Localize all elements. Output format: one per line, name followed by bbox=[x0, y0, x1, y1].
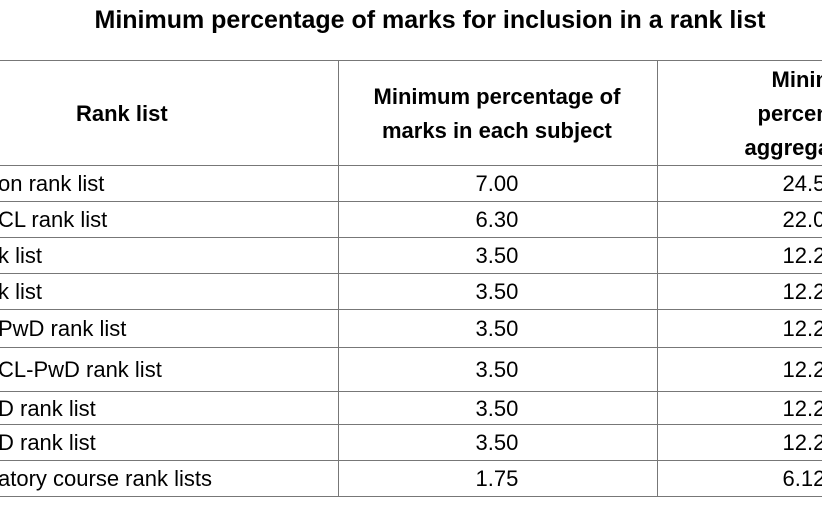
row-label: D rank list bbox=[0, 430, 96, 455]
title: Minimum percentage of marks for inclusio… bbox=[94, 6, 766, 34]
row-label: atory course rank lists bbox=[0, 466, 212, 491]
cell: 3.50 bbox=[475, 357, 519, 382]
cell: 3.50 bbox=[475, 243, 519, 268]
row-label: PwD rank list bbox=[0, 316, 127, 341]
row-border bbox=[0, 460, 822, 461]
cell: 1.75 bbox=[475, 466, 519, 491]
row-border bbox=[0, 237, 822, 238]
column-border bbox=[657, 60, 658, 496]
header-cell: Minimum percentage of bbox=[373, 83, 621, 109]
cell: 7.00 bbox=[475, 171, 519, 196]
cell: 12.25 bbox=[782, 395, 822, 421]
cell: 12.25 bbox=[782, 430, 822, 455]
cell: 12.25 bbox=[782, 357, 822, 382]
header-cell: aggregate m bbox=[744, 134, 822, 160]
header-cell: Minimu bbox=[771, 66, 822, 92]
header-cell: percentag bbox=[757, 100, 822, 126]
row-border bbox=[0, 424, 822, 425]
row-label: CL rank list bbox=[0, 207, 108, 232]
row-border bbox=[0, 347, 822, 348]
row-label: on rank list bbox=[0, 171, 105, 196]
cell: 24.50 bbox=[782, 171, 822, 196]
row-border bbox=[0, 496, 822, 497]
row-border bbox=[0, 201, 822, 202]
cell: 6.30 bbox=[475, 207, 519, 232]
cell: 3.50 bbox=[475, 316, 519, 341]
row-label: CL-PwD rank list bbox=[0, 357, 162, 382]
cell: 22.05 bbox=[782, 207, 822, 232]
row-border bbox=[0, 309, 822, 310]
cell: 3.50 bbox=[475, 430, 519, 455]
row-border bbox=[0, 273, 822, 274]
cell: 12.25 bbox=[782, 316, 822, 341]
row-label: k list bbox=[0, 243, 42, 268]
cell: 3.50 bbox=[475, 395, 519, 421]
row-border bbox=[0, 391, 822, 392]
column-border bbox=[338, 60, 339, 496]
cell: 12.25 bbox=[782, 279, 822, 304]
row-label: k list bbox=[0, 279, 42, 304]
row-border bbox=[0, 60, 822, 61]
row-label: D rank list bbox=[0, 395, 96, 421]
cell: 6.125 bbox=[782, 466, 822, 491]
cell: 12.25 bbox=[782, 243, 822, 268]
header-cell: Rank list bbox=[76, 100, 168, 126]
cell: 3.50 bbox=[475, 279, 519, 304]
header-cell: marks in each subject bbox=[382, 117, 612, 143]
row-border bbox=[0, 165, 822, 166]
